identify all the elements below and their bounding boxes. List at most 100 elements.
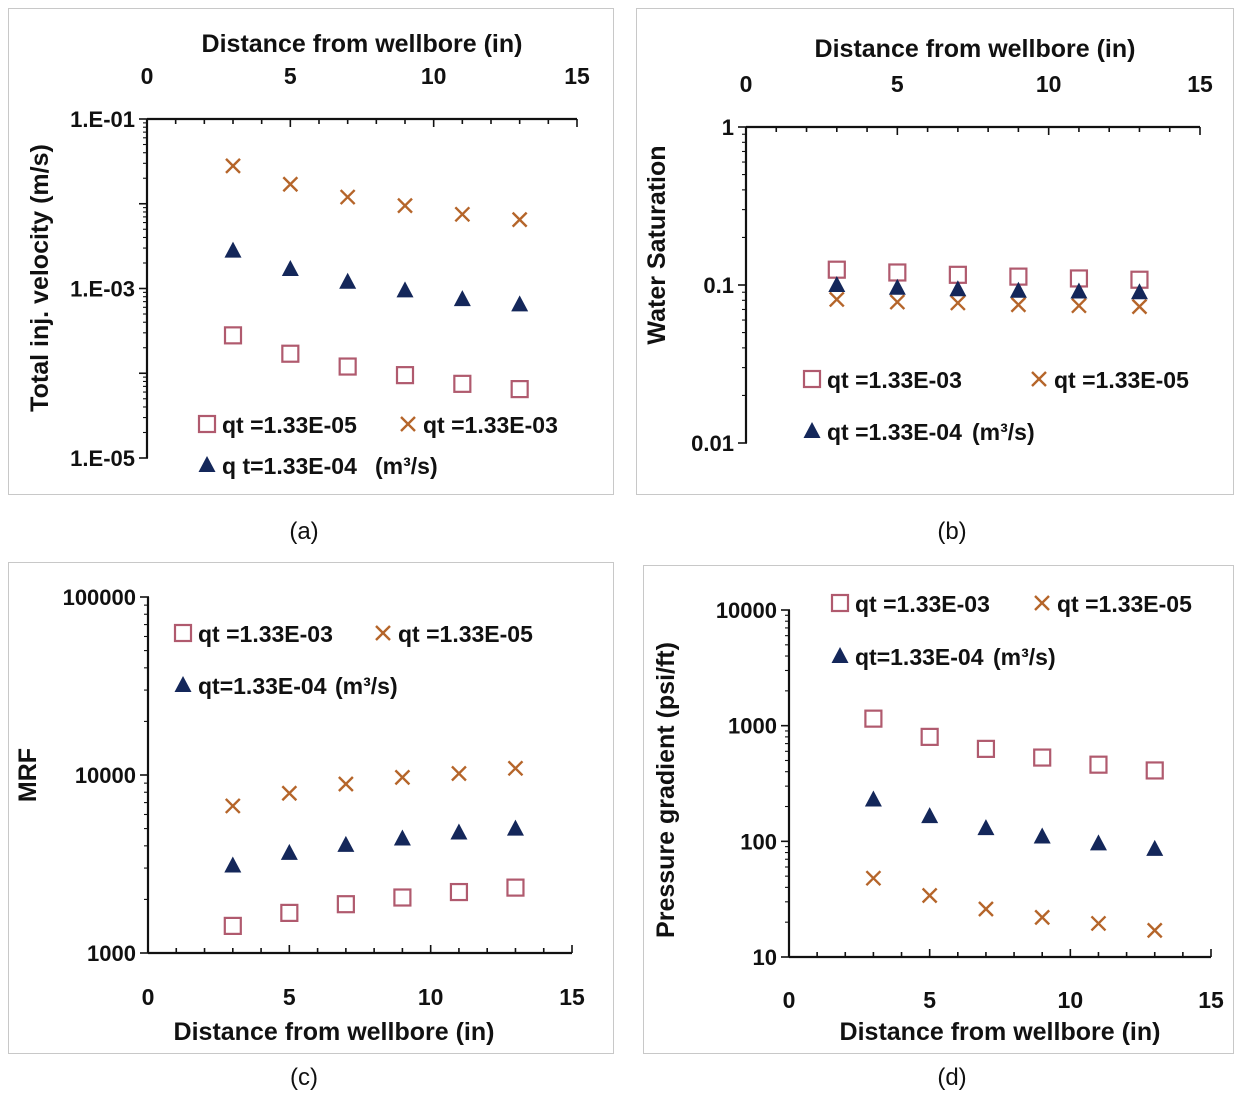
- point-c-s1-0-stroke-2: [224, 798, 241, 814]
- x-tick-label-a-2: 10: [421, 63, 447, 89]
- point-d-s2-4: [1089, 834, 1107, 851]
- point-c-s0-5: [506, 878, 525, 897]
- point-c-s2-2: [337, 835, 355, 852]
- y-tick-label-c-0: 100000: [63, 585, 136, 610]
- legend-marker-b-1-stroke-2: [1031, 371, 1047, 387]
- legend-label-a-1: qt =1.33E-03: [423, 412, 558, 438]
- chart-d: 0 5 10 15 10000 1000 100 10 Distance from wellbo…: [652, 591, 1224, 1046]
- point-d-s2-3: [1033, 827, 1051, 844]
- x-tick-label-d-1: 5: [923, 987, 936, 1013]
- point-b-s0-0: [827, 260, 846, 279]
- legend-label-c-2: qt=1.33E-04: [198, 673, 327, 699]
- y-tick-label-d-1: 1000: [728, 714, 777, 739]
- point-d-s1-1: [921, 887, 938, 904]
- legend-marker-c-1-stroke-2: [375, 625, 391, 641]
- point-a-s0-0: [223, 326, 243, 345]
- y-tick-label-a-1: 1.E-03: [70, 277, 135, 302]
- point-a-s2-2: [339, 272, 357, 289]
- y-tick-label-c-2: 1000: [87, 941, 136, 966]
- legend-marker-c-2: [174, 676, 192, 692]
- legend-marker-d-1: [1034, 595, 1050, 611]
- point-d-s0-2: [976, 739, 996, 758]
- point-b-s2-3: [1009, 281, 1027, 298]
- legend-label-d-2: qt=1.33E-04: [855, 644, 984, 670]
- x-tick-label-c-0: 0: [142, 984, 155, 1010]
- point-a-s0-5: [510, 380, 529, 399]
- point-d-s1-3-stroke-2: [1034, 909, 1051, 926]
- panel-tag-a: (a): [289, 518, 319, 545]
- point-b-s2-5: [1130, 283, 1148, 300]
- point-b-s1-4-stroke-2: [1071, 297, 1087, 314]
- x-tick-label-a-3: 15: [564, 63, 590, 89]
- chart-a: 0 5 10 15 1.E-01 1.E-03 1.E-05 Distance from we…: [26, 30, 590, 479]
- point-b-s1-5: [1131, 298, 1148, 315]
- legend-label-a-0: qt =1.33E-05: [222, 412, 357, 438]
- point-d-s0-4: [1089, 755, 1108, 774]
- point-c-s0-4: [449, 882, 469, 902]
- x-axis-title-c: Distance from wellbore (in): [174, 1018, 495, 1046]
- point-c-s0-2: [336, 895, 355, 914]
- point-b-s2-0: [828, 276, 846, 292]
- point-c-s1-5-stroke-2: [507, 760, 524, 777]
- x-tick-label-b-0: 0: [740, 71, 753, 97]
- legend-marker-b-0: [802, 369, 822, 389]
- point-a-s1-1-stroke-2: [282, 176, 299, 193]
- legend-marker-a-0: [197, 414, 217, 434]
- point-c-s0-3: [393, 888, 412, 907]
- point-d-s1-0: [865, 870, 882, 887]
- point-d-s1-2: [978, 901, 994, 917]
- x-tick-label-d-0: 0: [783, 987, 796, 1013]
- point-b-s1-5-stroke-2: [1131, 298, 1148, 315]
- point-c-s0-1: [280, 903, 299, 922]
- point-a-s1-5: [511, 211, 528, 228]
- point-b-s2-2: [949, 280, 967, 297]
- point-b-s1-1-stroke-2: [889, 294, 906, 310]
- x-axis-title-b: Distance from wellbore (in): [815, 35, 1136, 63]
- legend-label-c-1: qt =1.33E-05: [398, 621, 533, 647]
- point-a-s0-1: [281, 344, 300, 363]
- point-d-s1-4-stroke-2: [1090, 915, 1107, 932]
- y-tick-label-b-0: 1: [722, 115, 734, 140]
- x-tick-label-c-3: 15: [559, 984, 585, 1010]
- point-c-s2-5: [506, 819, 524, 836]
- panel-tag-c: (c): [290, 1064, 318, 1091]
- point-c-s0-0: [223, 916, 242, 935]
- legend-label-d-0: qt =1.33E-03: [855, 591, 990, 617]
- legend-label-b-0: qt =1.33E-03: [827, 367, 962, 393]
- point-d-s1-3: [1034, 909, 1051, 926]
- y-axis-title-b: Water Saturation: [643, 145, 671, 344]
- point-c-s2-4: [450, 823, 468, 840]
- y-tick-label-d-0: 10000: [716, 598, 777, 623]
- point-b-s1-4: [1071, 297, 1087, 314]
- point-a-s1-2: [339, 189, 356, 205]
- legend-unit-d-2: (m³/s): [993, 644, 1056, 670]
- point-d-s1-4: [1090, 915, 1107, 932]
- point-d-s2-1: [921, 807, 939, 824]
- x-tick-label-b-2: 10: [1036, 71, 1062, 97]
- panel-tag-b: (b): [937, 518, 967, 545]
- legend-label-c-0: qt =1.33E-03: [198, 621, 333, 647]
- legend-marker-b-2: [803, 422, 821, 438]
- point-a-s2-0: [224, 241, 242, 258]
- panel-a-frame: [8, 8, 614, 495]
- point-c-s2-1: [280, 843, 298, 860]
- panel-tag-d: (d): [937, 1064, 967, 1091]
- x-tick-label-c-2: 10: [418, 984, 444, 1010]
- x-tick-label-b-1: 5: [891, 71, 904, 97]
- legend-marker-a-1: [400, 416, 416, 432]
- point-d-s0-3: [1033, 748, 1052, 767]
- point-d-s1-0-stroke-2: [865, 870, 882, 887]
- point-a-s0-3: [395, 366, 415, 385]
- point-c-s1-5: [507, 760, 524, 777]
- point-b-s1-1: [889, 294, 906, 310]
- y-tick-label-a-2: 1.E-05: [70, 446, 135, 471]
- point-c-s1-0: [224, 798, 241, 814]
- point-b-s1-2-stroke-2: [950, 295, 966, 311]
- point-a-s2-3: [396, 281, 414, 298]
- point-c-s1-4-stroke-2: [451, 765, 467, 782]
- y-tick-label-a-0: 1.E-01: [70, 107, 135, 132]
- point-d-s2-5: [1146, 839, 1164, 856]
- x-tick-label-a-0: 0: [141, 63, 154, 89]
- legend-label-a-2: q t=1.33E-04: [222, 453, 357, 479]
